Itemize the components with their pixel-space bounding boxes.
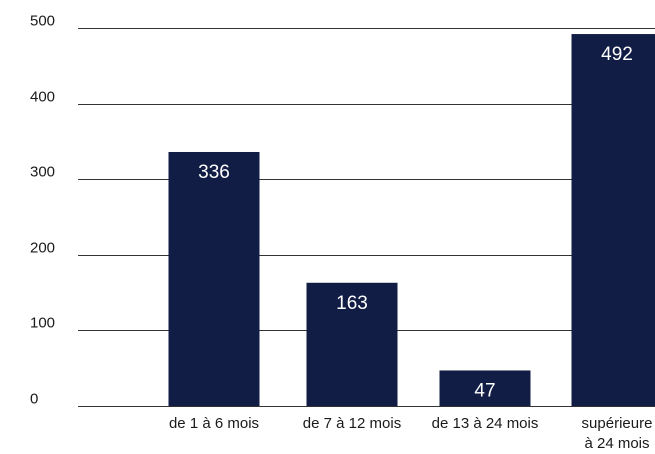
bar: [571, 34, 655, 406]
y-tick-label: 400: [30, 89, 55, 106]
bar-value-label: 492: [601, 44, 633, 65]
y-tick-label: 100: [30, 315, 55, 332]
bar: [306, 282, 398, 406]
y-tick-label: 500: [30, 13, 55, 30]
x-category-label: de 13 à 24 mois: [432, 415, 539, 432]
y-axis-ticks: 0 100 200 300 400 500: [30, 13, 55, 408]
y-tick-label: 0: [30, 391, 38, 408]
bar-value-label: 336: [198, 162, 230, 183]
x-category-label: supérieure: [582, 415, 653, 432]
bar-value-label: 163: [336, 293, 368, 314]
y-tick-label: 200: [30, 240, 55, 257]
x-category-label: de 7 à 12 mois: [303, 415, 401, 432]
data-labels: 336 163 47 492: [198, 44, 633, 401]
bar-value-label: 47: [474, 380, 495, 401]
bar: [168, 151, 260, 406]
x-category-label: à 24 mois: [584, 435, 649, 452]
bars: [168, 34, 655, 406]
x-axis-categories: de 1 à 6 mois de 7 à 12 mois de 13 à 24 mo…: [169, 415, 652, 452]
x-category-label: de 1 à 6 mois: [169, 415, 259, 432]
y-tick-label: 300: [30, 164, 55, 181]
bar: [439, 370, 531, 406]
